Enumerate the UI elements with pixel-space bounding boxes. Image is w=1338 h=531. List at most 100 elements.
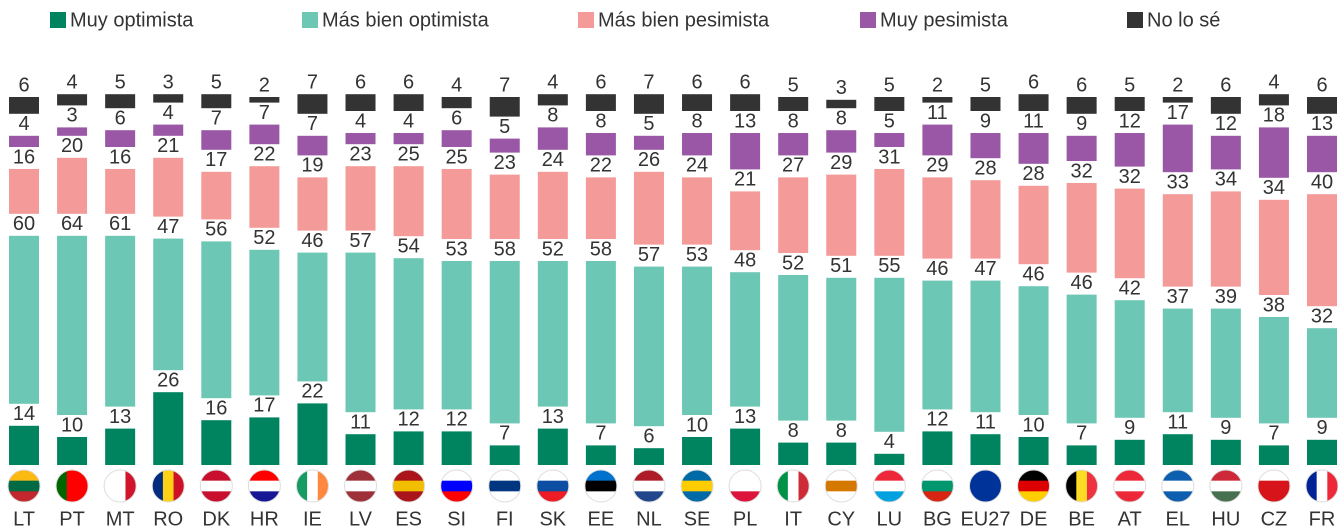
data-label: 8 bbox=[836, 420, 847, 442]
data-label: 60 bbox=[13, 213, 35, 235]
data-label: 10 bbox=[61, 414, 83, 436]
x-tick-label: EU27 bbox=[960, 508, 1010, 530]
bar-segment bbox=[826, 130, 857, 153]
data-label: 25 bbox=[446, 146, 468, 168]
flag-stripe bbox=[681, 491, 714, 502]
bar-segment bbox=[826, 277, 857, 421]
x-tick-label: HU bbox=[1211, 508, 1240, 530]
x-tick-label: FI bbox=[496, 508, 514, 530]
flag-stripe bbox=[825, 491, 858, 502]
flag bbox=[584, 470, 617, 502]
flag-stripe bbox=[873, 470, 906, 482]
x-tick-label: ES bbox=[395, 508, 422, 530]
bar-segment bbox=[874, 133, 905, 147]
legend-label: Muy optimista bbox=[70, 9, 194, 31]
data-label: 16 bbox=[205, 397, 227, 419]
bar-segment bbox=[537, 261, 568, 407]
bar-segment bbox=[682, 266, 713, 415]
data-label: 29 bbox=[830, 152, 852, 174]
bar-segment bbox=[1307, 328, 1337, 418]
flag-stripe bbox=[1257, 480, 1290, 492]
data-label: 6 bbox=[451, 107, 462, 129]
bar-segment bbox=[730, 272, 761, 407]
flag bbox=[681, 470, 714, 502]
x-tick-label: PL bbox=[733, 508, 757, 530]
flag bbox=[200, 470, 233, 502]
data-label: 58 bbox=[494, 238, 516, 260]
data-label: 6 bbox=[1220, 74, 1231, 96]
flag-stripe bbox=[584, 491, 617, 502]
bar-segment bbox=[249, 249, 280, 396]
flag-border bbox=[1161, 469, 1195, 503]
data-label: 6 bbox=[740, 71, 751, 93]
bar-segment bbox=[9, 97, 39, 114]
bar-segment bbox=[730, 133, 761, 170]
bar-segment bbox=[682, 177, 713, 245]
flag bbox=[440, 470, 473, 502]
data-label: 2 bbox=[1172, 74, 1183, 96]
data-label: 13 bbox=[1311, 113, 1333, 135]
flag-stripe bbox=[1161, 470, 1194, 482]
data-label: 10 bbox=[686, 414, 708, 436]
bar-segment bbox=[201, 94, 232, 109]
data-label: 32 bbox=[1311, 305, 1333, 327]
bar-segment bbox=[345, 166, 376, 231]
bar-segment bbox=[633, 94, 664, 114]
legend-label: Más bien pesimista bbox=[598, 9, 770, 31]
data-label: 22 bbox=[590, 155, 612, 177]
bar-segment bbox=[1210, 308, 1241, 418]
flag-stripe bbox=[344, 480, 377, 492]
data-label: 8 bbox=[836, 107, 847, 129]
bar-segment bbox=[826, 99, 857, 109]
data-label: 9 bbox=[1220, 417, 1231, 439]
flag-stripe bbox=[632, 470, 665, 482]
data-label: 46 bbox=[1071, 272, 1093, 294]
flag-border bbox=[1257, 469, 1291, 503]
data-label: 5 bbox=[643, 113, 654, 135]
flag-stripe bbox=[921, 470, 954, 482]
bar-segment bbox=[345, 252, 376, 413]
data-label: 58 bbox=[590, 238, 612, 260]
bar-segment bbox=[201, 420, 232, 465]
bar-segment bbox=[1307, 194, 1337, 307]
flag-stripe bbox=[248, 491, 281, 502]
flag-stripe bbox=[66, 470, 78, 502]
bar-segment bbox=[345, 434, 376, 465]
data-label: 11 bbox=[1023, 110, 1044, 132]
flag-stripe bbox=[969, 470, 1002, 482]
bar-segment bbox=[105, 428, 136, 465]
data-label: 7 bbox=[643, 71, 654, 93]
data-label: 4 bbox=[163, 102, 174, 124]
flag bbox=[825, 470, 858, 502]
bar-segment bbox=[1162, 194, 1193, 287]
bar-segment bbox=[297, 177, 328, 231]
flag bbox=[1065, 470, 1098, 502]
data-label: 3 bbox=[67, 105, 78, 127]
data-label: 6 bbox=[355, 71, 366, 93]
bar-segment bbox=[9, 169, 39, 214]
x-tick-label: MT bbox=[106, 508, 135, 530]
bar-segment bbox=[105, 94, 136, 109]
data-label: 64 bbox=[61, 213, 83, 235]
bar-segment bbox=[1114, 439, 1145, 465]
legend-label: Muy pesimista bbox=[880, 9, 1009, 31]
data-label: 23 bbox=[494, 152, 516, 174]
data-label: 6 bbox=[691, 71, 702, 93]
flag-stripe bbox=[1316, 470, 1328, 502]
flag-stripe bbox=[114, 470, 126, 502]
bar-segment bbox=[1210, 439, 1241, 465]
bar-segment bbox=[105, 130, 136, 147]
flag-border bbox=[680, 469, 714, 503]
data-label: 32 bbox=[1071, 160, 1093, 182]
bar-segment bbox=[730, 428, 761, 465]
data-label: 3 bbox=[163, 71, 174, 93]
bar-segment bbox=[393, 94, 424, 111]
data-label: 6 bbox=[403, 71, 414, 93]
data-label: 6 bbox=[115, 107, 126, 129]
flag bbox=[1209, 470, 1242, 502]
x-tick-label: LV bbox=[349, 508, 373, 530]
data-label: 11 bbox=[350, 411, 371, 433]
data-label: 2 bbox=[259, 74, 270, 96]
bar-segment bbox=[105, 235, 136, 407]
bar-segment bbox=[682, 133, 713, 156]
